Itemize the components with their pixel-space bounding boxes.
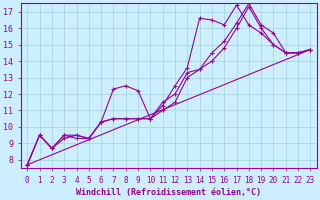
X-axis label: Windchill (Refroidissement éolien,°C): Windchill (Refroidissement éolien,°C) (76, 188, 261, 197)
